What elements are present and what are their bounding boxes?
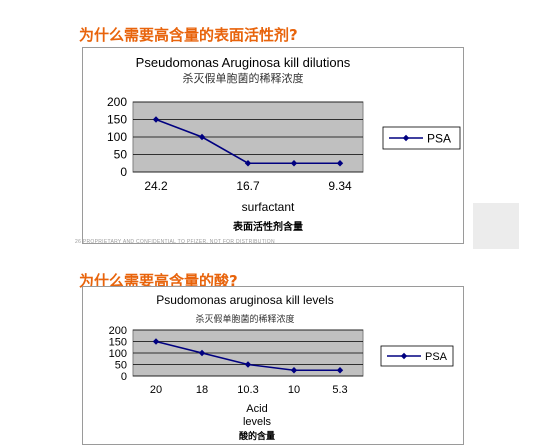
x-axis-label-line2: levels bbox=[242, 416, 272, 428]
chart-surfactant-kill-dilutions: Pseudomonas Aruginosa kill dilutions 杀灭假… bbox=[82, 47, 464, 244]
y-tick-label: 200 bbox=[107, 95, 127, 109]
x-tick-label: 9.34 bbox=[328, 179, 352, 193]
y-tick-label: 100 bbox=[107, 130, 127, 144]
slide-footer: 26 PROPRIETARY AND CONFIDENTIAL TO PFIZE… bbox=[75, 239, 275, 245]
legend-label: PSA bbox=[425, 351, 448, 363]
y-tick-label: 150 bbox=[107, 113, 127, 127]
y-tick-label: 100 bbox=[109, 348, 127, 360]
chart-title: Pseudomonas Aruginosa kill dilutions bbox=[135, 55, 351, 70]
chart-subtitle: 杀灭假单胞菌的稀释浓度 bbox=[182, 72, 304, 85]
x-tick-label: 20 bbox=[150, 384, 162, 396]
y-tick-label: 0 bbox=[121, 371, 127, 383]
x-axis-label-chinese: 酸的含量 bbox=[238, 432, 275, 442]
x-tick-label: 10 bbox=[288, 384, 300, 396]
data-point bbox=[290, 160, 298, 167]
y-tick-label: 50 bbox=[114, 148, 128, 162]
data-point bbox=[290, 367, 298, 374]
chart-plot-surfactant: 0 50 100 150 200 24.2 16.7 9.34 PSA bbox=[107, 95, 461, 193]
y-tick-label: 200 bbox=[109, 325, 127, 337]
side-panel-placeholder bbox=[473, 203, 519, 249]
chart-acid-kill-levels: Psudomonas aruginosa kill levels 杀灭假单胞菌的… bbox=[82, 286, 464, 445]
x-tick-label: 16.7 bbox=[236, 179, 260, 193]
data-point bbox=[336, 367, 344, 374]
slide-heading-acid: 为什么需要高含量的酸? bbox=[79, 272, 238, 290]
y-tick-label: 0 bbox=[120, 165, 127, 179]
x-tick-label: 5.3 bbox=[332, 384, 347, 396]
slide-heading-surfactant: 为什么需要高含量的表面活性剂? bbox=[79, 26, 298, 44]
x-axis-label-line1: Acid bbox=[246, 403, 268, 415]
x-tick-label: 10.3 bbox=[237, 384, 258, 396]
legend-marker bbox=[400, 352, 408, 360]
legend-label: PSA bbox=[427, 131, 451, 145]
y-tick-label: 50 bbox=[115, 359, 127, 371]
x-axis-label: surfactant bbox=[241, 200, 295, 214]
data-point bbox=[244, 160, 252, 167]
chart-subtitle: 杀灭假单胞菌的稀释浓度 bbox=[195, 315, 295, 325]
x-tick-label: 18 bbox=[196, 384, 208, 396]
x-tick-label: 24.2 bbox=[144, 179, 168, 193]
data-point bbox=[152, 338, 160, 345]
x-axis-label-chinese: 表面活性剂含量 bbox=[233, 222, 303, 233]
y-tick-label: 150 bbox=[109, 336, 127, 348]
data-point bbox=[198, 349, 206, 357]
chart-title: Psudomonas aruginosa kill levels bbox=[156, 293, 334, 307]
data-point bbox=[244, 361, 252, 368]
